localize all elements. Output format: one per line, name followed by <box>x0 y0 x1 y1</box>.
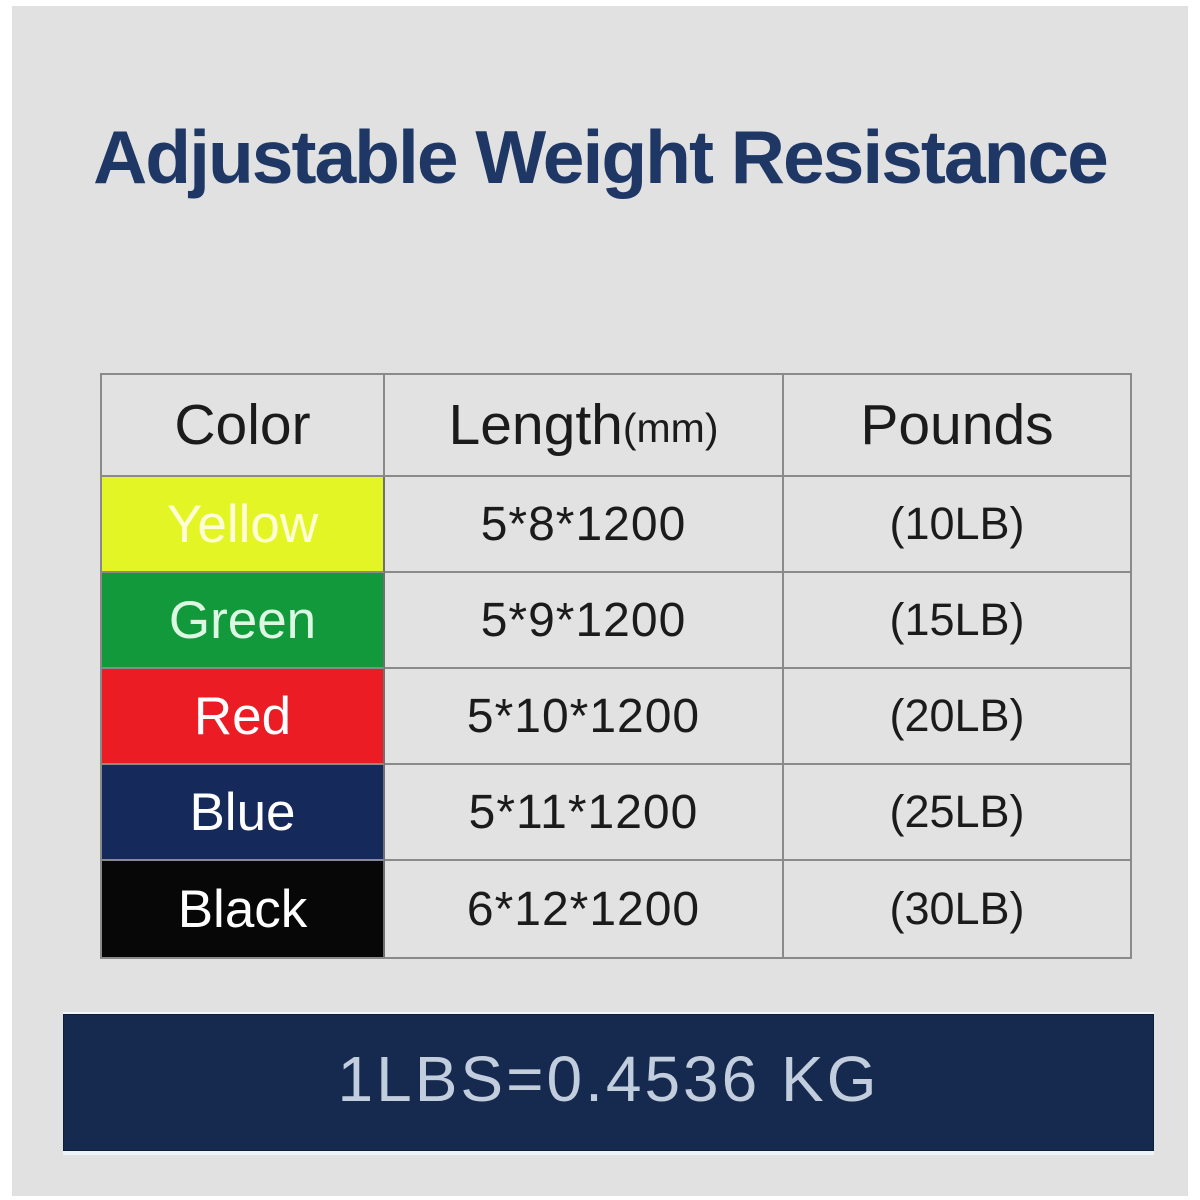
color-swatch-green: Green <box>102 573 385 669</box>
pounds-value: (25LB) <box>784 765 1130 861</box>
color-swatch-black: Black <box>102 861 385 957</box>
page-background: Adjustable Weight Resistance Color Lengt… <box>12 6 1188 1196</box>
page-title: Adjustable Weight Resistance <box>93 115 1109 199</box>
column-header-color-label: Color <box>174 393 311 457</box>
pounds-value: (30LB) <box>784 861 1130 957</box>
color-swatch-yellow: Yellow <box>102 477 385 573</box>
color-swatch-blue: Blue <box>102 765 385 861</box>
column-header-pounds-label: Pounds <box>860 393 1054 457</box>
pounds-value: (20LB) <box>784 669 1130 765</box>
column-header-color: Color <box>102 375 385 477</box>
length-value: 5*11*1200 <box>385 765 784 861</box>
pounds-value: (15LB) <box>784 573 1130 669</box>
length-value: 6*12*1200 <box>385 861 784 957</box>
column-header-pounds: Pounds <box>784 375 1130 477</box>
column-header-length-unit: (mm) <box>622 404 719 451</box>
conversion-banner: 1LBS=0.4536 KG <box>63 1014 1154 1151</box>
column-header-length: Length (mm) <box>385 375 784 477</box>
pounds-value: (10LB) <box>784 477 1130 573</box>
color-swatch-red: Red <box>102 669 385 765</box>
column-header-length-label: Length <box>448 393 623 457</box>
length-value: 5*9*1200 <box>385 573 784 669</box>
length-value: 5*8*1200 <box>385 477 784 573</box>
conversion-text: 1LBS=0.4536 KG <box>337 1042 880 1115</box>
resistance-spec-table: Color Length (mm) Pounds Yellow 5*8*1200 … <box>100 373 1132 959</box>
length-value: 5*10*1200 <box>385 669 784 765</box>
